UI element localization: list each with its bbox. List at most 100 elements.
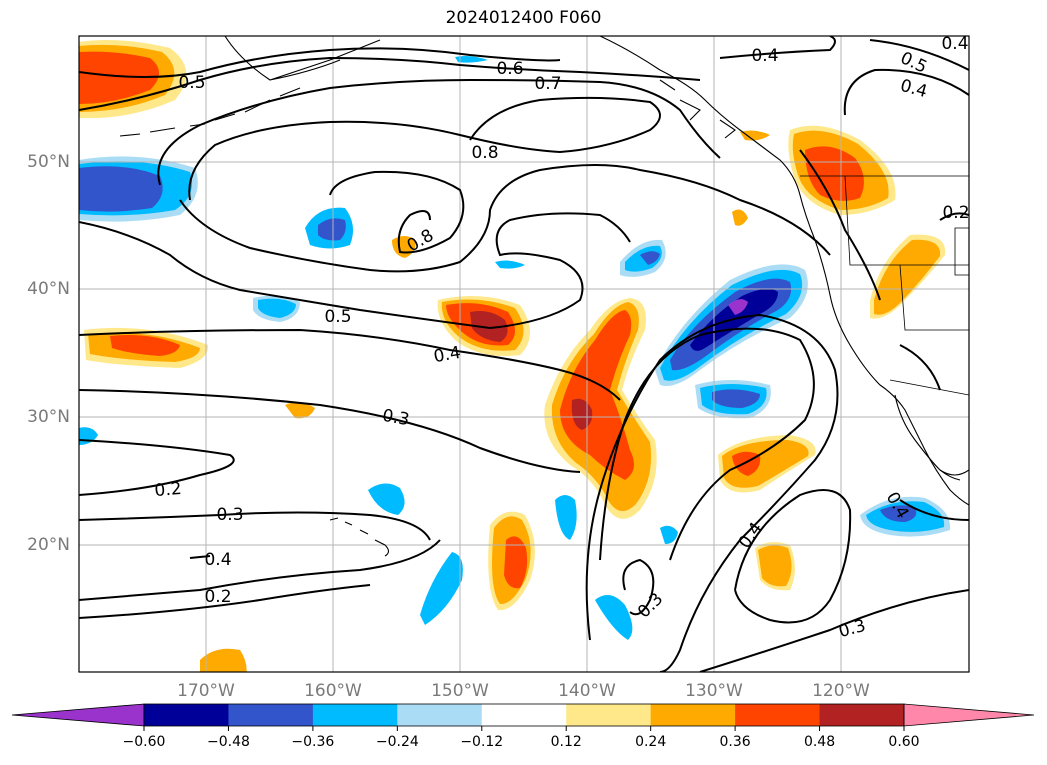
longitude-label: 140°W xyxy=(558,681,616,701)
contour-0.2-low2 xyxy=(79,584,371,619)
contour-lines xyxy=(79,36,969,672)
borders xyxy=(800,175,969,396)
contour-0.4-far-right xyxy=(899,344,941,391)
shade-cold xyxy=(595,595,633,640)
contour-0.4-top-right-edge xyxy=(939,212,969,221)
shade-warm xyxy=(470,311,508,342)
latitude-label: 20°N xyxy=(27,535,70,555)
contour-label: 0.5 xyxy=(178,73,205,93)
shade-warm xyxy=(560,310,634,480)
contour-0.2-low xyxy=(79,539,441,601)
colorbar-tick-label: −0.48 xyxy=(206,734,250,750)
contour-label: 0.2 xyxy=(942,203,969,223)
contour-0.4-top xyxy=(719,36,836,59)
contour-label: 0.4 xyxy=(751,46,778,66)
map-area: 0.60.70.50.4 0.50.40.40.80.80.50.40.30.20… xyxy=(79,34,969,672)
contour-0.6 xyxy=(79,56,701,111)
shade-cold xyxy=(640,251,660,265)
shade-warm xyxy=(805,146,864,201)
colorbar-extend-high xyxy=(903,703,1035,727)
coastline-hawaii xyxy=(329,517,390,557)
shade-cold xyxy=(79,166,163,212)
contour-label: 0.2 xyxy=(204,587,231,607)
contour-0.7-lower xyxy=(179,164,831,273)
latitude-label: 40°N xyxy=(27,279,70,299)
contour-0.5-mid xyxy=(79,212,631,330)
shade-warm xyxy=(285,402,315,419)
colorbar-tick-label: −0.36 xyxy=(291,734,335,750)
shade-cold xyxy=(728,299,748,315)
contour-loop-small xyxy=(622,558,655,616)
longitude-label: 160°W xyxy=(304,681,362,701)
colorbar-segment xyxy=(144,704,229,726)
contour-0.8-inner xyxy=(329,170,465,254)
colorbar xyxy=(11,703,1035,731)
contour-0.2-left xyxy=(79,439,235,496)
shade-cold xyxy=(712,389,760,408)
contour-label: 0.4 xyxy=(432,343,462,367)
colorbar-tick-label: 0.48 xyxy=(803,734,836,750)
border-us-mexico xyxy=(889,379,969,396)
shade-cold xyxy=(660,525,678,544)
colorbar-tick-label: 0.24 xyxy=(635,734,667,750)
colorbar-extend-low xyxy=(11,703,145,727)
shade-warm xyxy=(740,130,770,141)
contour-label: 0.6 xyxy=(496,59,523,79)
shade-warm xyxy=(758,545,792,587)
colorbar-tick-label: 0.12 xyxy=(550,734,582,750)
colorbar-outline xyxy=(143,703,905,727)
shade-warm xyxy=(732,209,748,226)
longitude-label: 150°W xyxy=(431,681,489,701)
shade-cold xyxy=(455,56,488,63)
colorbar-tick-label: 0.60 xyxy=(888,734,920,750)
colorbar-tick-label: 0.36 xyxy=(719,734,751,750)
latitude-label: 30°N xyxy=(27,407,70,427)
latitude-label: 50°N xyxy=(27,152,70,172)
contour-0.4-low xyxy=(189,555,211,559)
contour-loop-outer xyxy=(585,313,839,672)
contour-label: 0.7 xyxy=(534,74,561,94)
contour-0.4-upper-right xyxy=(843,68,969,116)
contour-0.5-top xyxy=(79,47,561,78)
colorbar-segment xyxy=(397,704,483,726)
map-title: 2024012400 F060 xyxy=(445,8,602,28)
shade-cold xyxy=(368,483,405,515)
colorbar-tick-label: −0.24 xyxy=(375,734,419,750)
border-states xyxy=(844,175,969,331)
colorbar-tick-label: −0.12 xyxy=(460,734,504,750)
shaded-anomalies xyxy=(79,40,951,672)
longitude-label: 170°W xyxy=(177,681,235,701)
shade-cold xyxy=(880,505,917,522)
colorbar-segment xyxy=(735,704,821,726)
colorbar-segment xyxy=(566,704,652,726)
contour-0.3-far-right xyxy=(899,499,969,521)
shade-warm xyxy=(79,51,159,104)
contour-0.7 xyxy=(157,78,721,186)
contour-label: 0.3 xyxy=(381,406,411,430)
contour-0.3-low xyxy=(79,511,431,541)
longitude-label: 120°W xyxy=(812,681,870,701)
contour-0.5-upper-right xyxy=(869,39,969,71)
contour-0.8-outer xyxy=(188,96,661,201)
shade-warm xyxy=(504,536,528,589)
colorbar-tick-label: −0.60 xyxy=(122,734,166,750)
coastline-baja xyxy=(894,394,961,481)
colorbar-segment xyxy=(481,704,567,726)
contour-0.4-right xyxy=(799,149,881,301)
contour-label: 0.5 xyxy=(324,307,351,327)
map-frame xyxy=(78,35,970,673)
shade-cold xyxy=(495,260,525,269)
contour-0.2-bottom xyxy=(699,589,969,672)
contour-label: 0.4 xyxy=(941,34,968,54)
shade-warm xyxy=(110,335,180,356)
colorbar-segment xyxy=(228,704,314,726)
coastline-mexico-coast xyxy=(939,469,969,476)
shade-warm xyxy=(874,239,941,315)
contour-0.3-mid xyxy=(79,389,581,473)
shade-cold xyxy=(258,298,296,318)
contour-label: 0.3 xyxy=(216,505,243,525)
coastline-aleutians xyxy=(119,87,301,137)
shade-warm xyxy=(200,648,247,672)
coastline-panhandle xyxy=(599,36,969,506)
